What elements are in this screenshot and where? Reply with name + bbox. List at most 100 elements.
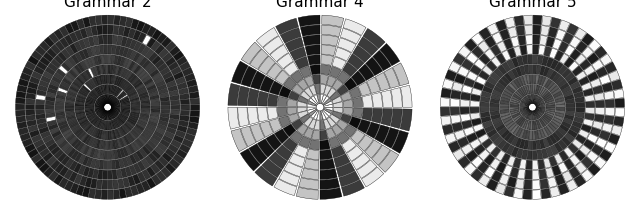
Wedge shape [96,140,100,149]
Wedge shape [159,117,169,123]
Wedge shape [575,162,587,174]
Wedge shape [532,111,534,121]
Wedge shape [517,89,524,98]
Wedge shape [182,68,193,77]
Wedge shape [461,144,473,155]
Wedge shape [85,83,93,91]
Wedge shape [543,116,551,123]
Wedge shape [332,80,343,91]
Wedge shape [595,108,605,115]
Wedge shape [557,128,566,136]
Wedge shape [180,99,189,105]
Wedge shape [108,46,112,55]
Wedge shape [498,79,508,88]
Wedge shape [559,125,569,133]
Wedge shape [70,183,79,194]
Wedge shape [554,115,563,121]
Wedge shape [496,162,506,173]
Wedge shape [109,96,113,104]
Wedge shape [95,88,101,96]
Wedge shape [84,108,94,110]
Wedge shape [89,94,97,100]
Wedge shape [118,92,125,99]
Wedge shape [540,88,546,97]
Wedge shape [90,79,97,88]
Wedge shape [337,163,355,177]
Wedge shape [67,116,76,121]
Wedge shape [539,169,547,179]
Wedge shape [141,47,150,57]
Wedge shape [83,18,90,28]
Wedge shape [546,58,554,68]
Wedge shape [523,120,528,129]
Wedge shape [320,150,333,160]
Wedge shape [45,139,55,147]
Wedge shape [131,20,139,30]
Wedge shape [554,51,564,62]
Wedge shape [123,178,130,188]
Wedge shape [133,163,141,173]
Wedge shape [20,133,31,142]
Wedge shape [188,86,198,93]
Wedge shape [113,130,116,139]
Wedge shape [289,114,300,123]
Wedge shape [111,150,115,160]
Wedge shape [119,79,125,88]
Wedge shape [115,46,120,56]
Wedge shape [554,154,563,164]
Wedge shape [533,95,535,104]
Wedge shape [358,38,378,56]
Wedge shape [590,128,601,137]
Wedge shape [513,127,520,136]
Wedge shape [168,86,178,92]
Wedge shape [332,145,346,158]
Wedge shape [277,54,293,69]
Wedge shape [241,43,261,65]
Wedge shape [136,22,145,32]
Wedge shape [496,83,506,91]
Wedge shape [525,111,531,119]
Wedge shape [108,141,110,150]
Wedge shape [136,55,144,65]
Wedge shape [141,159,150,169]
Wedge shape [301,92,310,101]
Wedge shape [504,39,513,50]
Wedge shape [54,174,63,185]
Wedge shape [563,33,573,45]
Wedge shape [45,105,54,110]
Wedge shape [169,119,179,125]
Wedge shape [43,152,53,162]
Wedge shape [543,158,551,169]
Wedge shape [186,80,197,88]
Wedge shape [335,48,351,62]
Wedge shape [552,40,562,50]
Wedge shape [128,118,137,124]
Wedge shape [587,134,598,144]
Wedge shape [555,98,564,103]
Wedge shape [46,93,56,98]
Wedge shape [55,163,65,174]
Wedge shape [544,113,553,119]
Wedge shape [569,167,580,179]
Wedge shape [490,73,500,82]
Wedge shape [572,139,582,149]
Wedge shape [108,75,110,84]
Wedge shape [26,110,35,116]
Wedge shape [297,108,307,113]
Wedge shape [608,134,620,145]
Wedge shape [40,131,51,139]
Wedge shape [507,156,516,167]
Wedge shape [516,149,523,159]
Wedge shape [538,46,545,56]
Wedge shape [451,91,461,99]
Wedge shape [108,170,112,180]
Wedge shape [491,147,500,158]
Wedge shape [129,115,139,120]
Wedge shape [65,24,74,35]
Wedge shape [466,150,478,162]
Wedge shape [116,129,121,138]
Wedge shape [588,72,598,82]
Wedge shape [129,165,136,175]
Wedge shape [38,85,47,92]
Wedge shape [536,105,545,107]
